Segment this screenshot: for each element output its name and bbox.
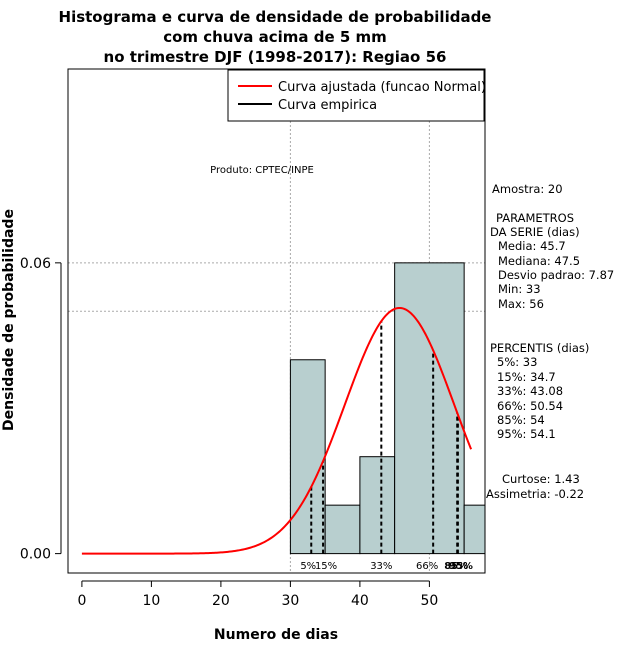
- stats-skewness: Assimetria: -0.22: [486, 487, 584, 501]
- stats-min: Min: 33: [498, 282, 541, 296]
- stats-p15: 15%: 34.7: [497, 370, 556, 384]
- percentile-label-2: 33%: [370, 561, 392, 572]
- y-axis-label: Densidade de probabilidade: [1, 209, 17, 431]
- x-tick-label-3: 30: [281, 593, 299, 609]
- stats-params-header-1: PARAMETROS: [496, 211, 574, 225]
- histogram-bar-2: [359, 456, 396, 555]
- x-tick-label-1: 10: [142, 593, 160, 609]
- plot-frame: [67, 68, 486, 574]
- percentile-label-5: 95%: [449, 561, 473, 572]
- chart-title-line-1: Histograma e curva de densidade de proba…: [59, 8, 492, 26]
- stats-params-header-2: DA SERIE (dias): [490, 225, 580, 239]
- stats-mean: Media: 45.7: [498, 239, 566, 253]
- stats-max: Max: 56: [498, 297, 544, 311]
- stats-median: Mediana: 47.5: [498, 254, 580, 268]
- normal-fit-curve-path: [81, 306, 473, 555]
- histogram-bar-4: [463, 504, 486, 555]
- stats-p5: 5%: 33: [497, 355, 537, 369]
- percentile-label-0: 5%: [300, 561, 316, 572]
- stats-kurtosis: Curtose: 1.43: [502, 472, 580, 486]
- y-axis: 0.00 0.06: [20, 256, 62, 563]
- chart-title-line-3: no trimestre DJF (1998-2017): Regiao 56: [104, 48, 447, 66]
- percentile-label-4: 85%: [444, 561, 468, 572]
- histogram-bar-3: [394, 262, 465, 555]
- normal-fit-curve: [81, 306, 473, 555]
- percentile-labels: 5%15% 33% 66% 85%95%: [300, 561, 473, 572]
- x-axis-label: Numero de dias: [214, 627, 338, 643]
- percentile-label-3: 66%: [416, 561, 438, 572]
- legend: Curva ajustada (funcao Normal) Curva emp…: [227, 69, 486, 122]
- legend-label-empirical-curve: Curva empirica: [278, 98, 377, 113]
- stats-percentiles-header: PERCENTIS (dias): [490, 341, 589, 355]
- stats-panel: Amostra: 20 PARAMETROS DA SERIE (dias) M…: [486, 182, 614, 501]
- stats-p33: 33%: 43.08: [497, 384, 563, 398]
- stats-sample-size: Amostra: 20: [492, 182, 563, 196]
- percentile-lines: [310, 321, 459, 554]
- x-tick-label-2: 20: [212, 593, 230, 609]
- legend-label-fitted-curve: Curva ajustada (funcao Normal): [278, 80, 486, 95]
- stats-std-dev: Desvio padrao: 7.87: [498, 268, 614, 282]
- product-annotation: Produto: CPTEC/INPE: [210, 165, 314, 176]
- percentile-label-1: 15%: [315, 561, 337, 572]
- histogram-bar-0: [289, 359, 326, 555]
- x-axis: 0 10 20 30 40 50: [77, 580, 438, 609]
- stats-p95: 95%: 54.1: [497, 427, 556, 441]
- y-tick-label-0: 0.00: [20, 547, 51, 563]
- legend-box: [227, 69, 485, 122]
- y-tick-label-1: 0.06: [20, 256, 51, 272]
- x-tick-label-4: 40: [351, 593, 369, 609]
- stats-p85: 85%: 54: [497, 413, 545, 427]
- x-tick-label-0: 0: [77, 593, 86, 609]
- stats-p66: 66%: 50.54: [497, 399, 563, 413]
- chart-title-line-2: com chuva acima de 5 mm: [163, 28, 387, 46]
- histogram-bar-1: [324, 504, 361, 555]
- x-tick-label-5: 50: [420, 593, 438, 609]
